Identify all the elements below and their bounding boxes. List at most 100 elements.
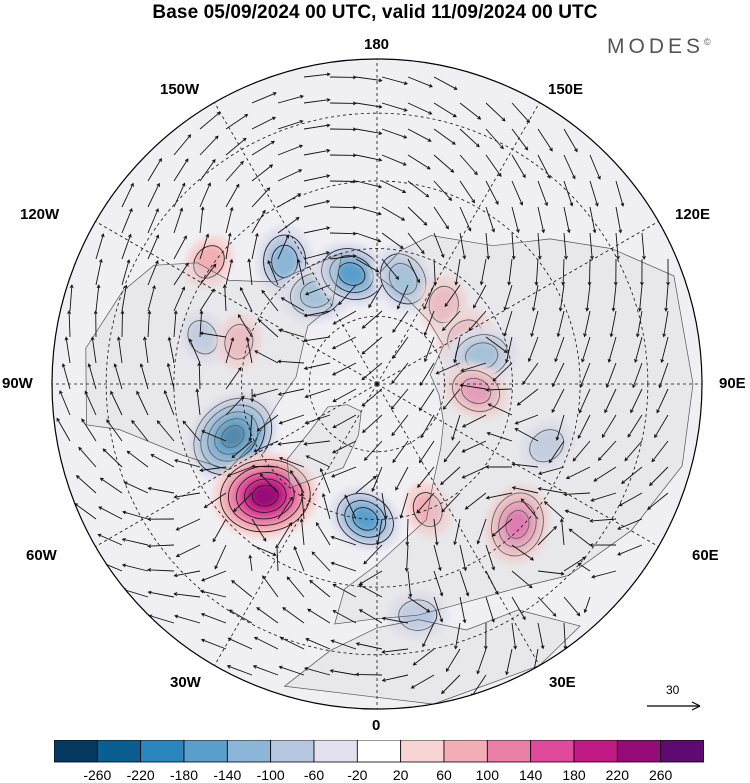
wind-vector bbox=[231, 580, 253, 598]
wind-vector bbox=[459, 180, 476, 204]
wind-vector bbox=[511, 570, 533, 589]
wind-vector bbox=[589, 232, 594, 260]
wind-vector bbox=[505, 336, 513, 364]
wind-vector bbox=[122, 510, 149, 520]
wind-vector bbox=[253, 440, 279, 453]
wind-vector bbox=[303, 72, 331, 78]
wind-vector bbox=[511, 206, 520, 234]
wind-vector bbox=[277, 169, 303, 182]
wind-vector bbox=[304, 414, 331, 425]
wind-vector bbox=[200, 638, 227, 650]
wind-vector bbox=[256, 607, 279, 624]
height-contour bbox=[252, 484, 279, 507]
height-contour bbox=[352, 507, 379, 531]
wind-vector bbox=[199, 331, 227, 338]
wind-vector bbox=[503, 284, 513, 311]
lon-label-120e: 120E bbox=[675, 206, 711, 223]
wind-vector bbox=[641, 232, 646, 260]
wind-vector bbox=[609, 310, 617, 338]
wind-vector bbox=[522, 362, 539, 385]
lon-label-120w: 120W bbox=[20, 206, 60, 223]
wind-vector bbox=[303, 251, 330, 260]
wind-vector bbox=[407, 232, 425, 255]
wind-vector bbox=[332, 414, 357, 429]
wind-vector bbox=[97, 533, 123, 546]
wind-vector bbox=[225, 206, 234, 234]
wind-vector bbox=[256, 414, 279, 432]
wind-vector bbox=[332, 584, 357, 598]
wind-vector bbox=[84, 390, 97, 416]
wind-vector bbox=[358, 609, 383, 624]
wind-vector bbox=[551, 388, 565, 414]
colorbar-tick-label: -100 bbox=[256, 767, 285, 783]
wind-vector bbox=[361, 362, 383, 381]
wind-vector bbox=[121, 233, 132, 260]
wind-vector bbox=[461, 414, 487, 428]
wind-vector bbox=[376, 518, 383, 546]
wind-vector bbox=[199, 589, 227, 598]
wind-vector bbox=[233, 492, 253, 513]
anomaly-center bbox=[178, 310, 227, 365]
land-outline bbox=[85, 252, 343, 471]
wind-vector bbox=[304, 388, 331, 399]
meridian bbox=[95, 221, 378, 385]
wind-vector bbox=[381, 76, 409, 85]
wind-vector bbox=[589, 543, 617, 548]
wind-vector bbox=[95, 284, 101, 312]
wind-vector bbox=[278, 665, 305, 676]
wind-vector bbox=[277, 144, 304, 156]
wind-vector bbox=[589, 518, 617, 523]
wind-vector bbox=[537, 596, 557, 617]
wind-vector bbox=[564, 509, 591, 520]
wind-vector bbox=[355, 642, 383, 650]
wind-vector bbox=[534, 258, 539, 286]
wind-vector bbox=[167, 336, 175, 364]
wind-vector bbox=[459, 232, 467, 260]
wind-vector bbox=[589, 180, 599, 207]
colorbar-tick-label: -260 bbox=[83, 767, 112, 783]
wind-vector bbox=[433, 232, 445, 259]
wind-vector bbox=[583, 596, 591, 614]
wind-vector bbox=[423, 310, 435, 337]
colorbar-swatch bbox=[270, 740, 315, 763]
colorbar-tick-label: 60 bbox=[436, 767, 452, 783]
wind-vector bbox=[407, 206, 428, 226]
wind-vector bbox=[656, 388, 669, 414]
wind-vector bbox=[197, 362, 202, 390]
wind-vector bbox=[355, 672, 383, 677]
brand-mark: © bbox=[704, 37, 711, 47]
wind-vector bbox=[503, 310, 513, 337]
wind-vector bbox=[407, 76, 433, 88]
wind-vector bbox=[589, 154, 601, 180]
height-contour bbox=[224, 324, 254, 360]
wind-vector bbox=[604, 388, 617, 414]
wind-vector bbox=[106, 419, 123, 442]
wind-vector bbox=[492, 362, 513, 382]
wind-vector bbox=[407, 128, 432, 142]
height-contour bbox=[428, 285, 459, 324]
wind-vector bbox=[363, 544, 383, 565]
wind-vector bbox=[511, 102, 531, 124]
wind-vector bbox=[476, 518, 487, 545]
lon-label-0: 0 bbox=[372, 717, 381, 734]
wind-vector bbox=[303, 310, 331, 318]
wind-vector bbox=[277, 440, 305, 446]
wind-vector bbox=[251, 544, 277, 556]
meridian bbox=[376, 221, 659, 385]
wind-vector bbox=[563, 154, 576, 180]
colorbar-tick-label: 20 bbox=[392, 767, 409, 783]
wind-vector bbox=[632, 362, 643, 389]
lon-label-90w: 90W bbox=[2, 375, 33, 392]
wind-vector bbox=[61, 363, 71, 390]
wind-vector bbox=[277, 359, 305, 364]
wind-vector bbox=[399, 492, 409, 519]
wind-vector bbox=[238, 313, 253, 338]
wind-vector bbox=[279, 637, 305, 650]
wind-vector bbox=[93, 310, 98, 338]
wind-vector bbox=[226, 466, 253, 477]
wind-vector bbox=[212, 518, 227, 543]
brand-name: MODES bbox=[607, 35, 705, 58]
wind-vector bbox=[587, 258, 592, 286]
wind-vector bbox=[459, 128, 480, 148]
wind-vector bbox=[173, 262, 189, 286]
